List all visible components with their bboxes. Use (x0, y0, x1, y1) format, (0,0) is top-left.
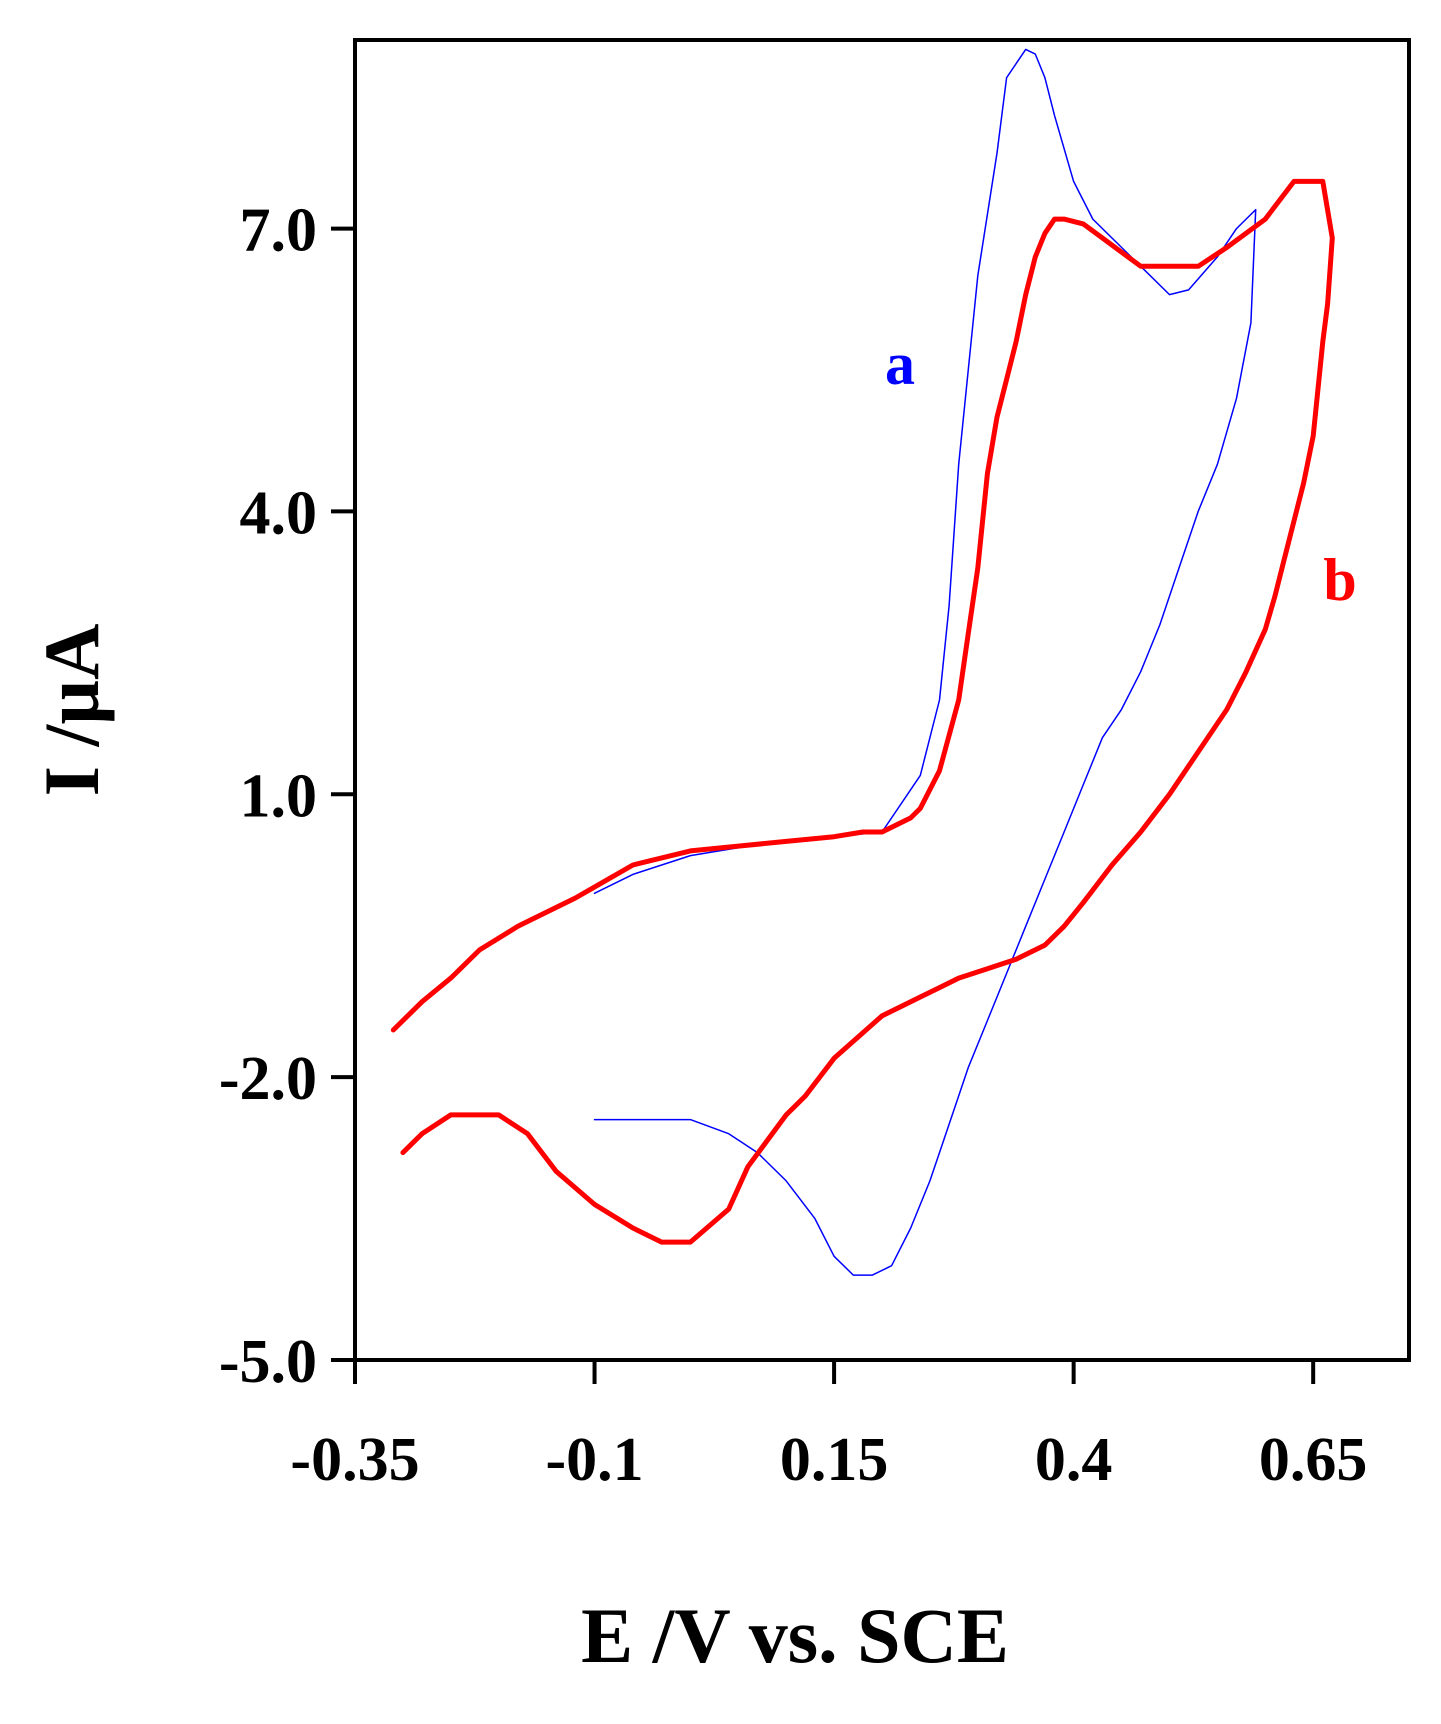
series-layer (390, 48, 1335, 1276)
series-line-b (390, 178, 1335, 1245)
y-tick-label: 4.0 (240, 479, 318, 547)
series-label-b: b (1323, 547, 1356, 613)
plot-frame (353, 38, 1411, 1362)
x-tick-label: -0.1 (545, 1426, 643, 1494)
y-axis-ticks: -5.0 -2.0 1.0 4.0 7.0 (219, 197, 355, 1396)
x-tick-label: 0.65 (1259, 1426, 1368, 1494)
series-line-a (593, 48, 1257, 1276)
y-tick-label: -5.0 (219, 1328, 317, 1396)
y-tick-label: 7.0 (240, 197, 318, 265)
y-tick-label: -2.0 (219, 1045, 317, 1113)
x-tick-label: 0.15 (780, 1426, 889, 1494)
x-axis-ticks: -0.35 -0.1 0.15 0.4 0.65 (290, 1360, 1367, 1494)
x-tick-label: 0.4 (1035, 1426, 1113, 1494)
x-tick-label: -0.35 (290, 1426, 419, 1494)
y-tick-label: 1.0 (240, 762, 318, 830)
y-axis-title: I /µA (28, 624, 115, 797)
x-axis-title: E /V vs. SCE (581, 1592, 1009, 1679)
series-label-a: a (885, 331, 915, 397)
